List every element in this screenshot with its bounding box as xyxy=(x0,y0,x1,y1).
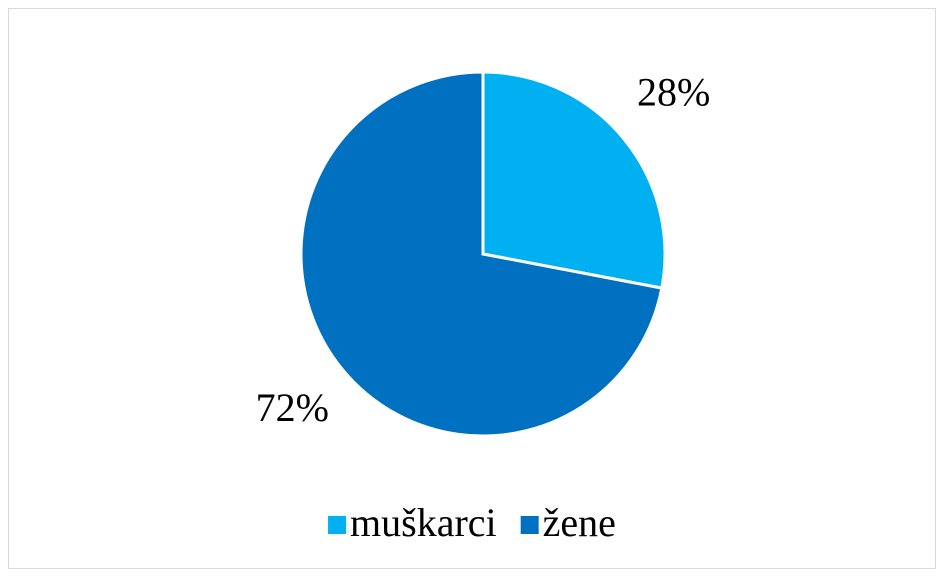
legend-swatch xyxy=(520,516,539,534)
data-label: 28% xyxy=(637,69,710,114)
pie-slice xyxy=(299,70,664,438)
legend-label: žene xyxy=(543,500,616,545)
legend-label: muškarci xyxy=(350,500,497,545)
pie-slice xyxy=(481,70,667,290)
data-label: 72% xyxy=(256,385,329,430)
legend-swatch xyxy=(328,516,347,534)
